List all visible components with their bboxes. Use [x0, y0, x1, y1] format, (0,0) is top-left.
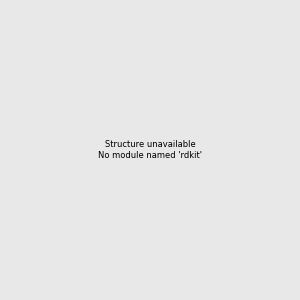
- Text: Structure unavailable
No module named 'rdkit': Structure unavailable No module named 'r…: [98, 140, 202, 160]
